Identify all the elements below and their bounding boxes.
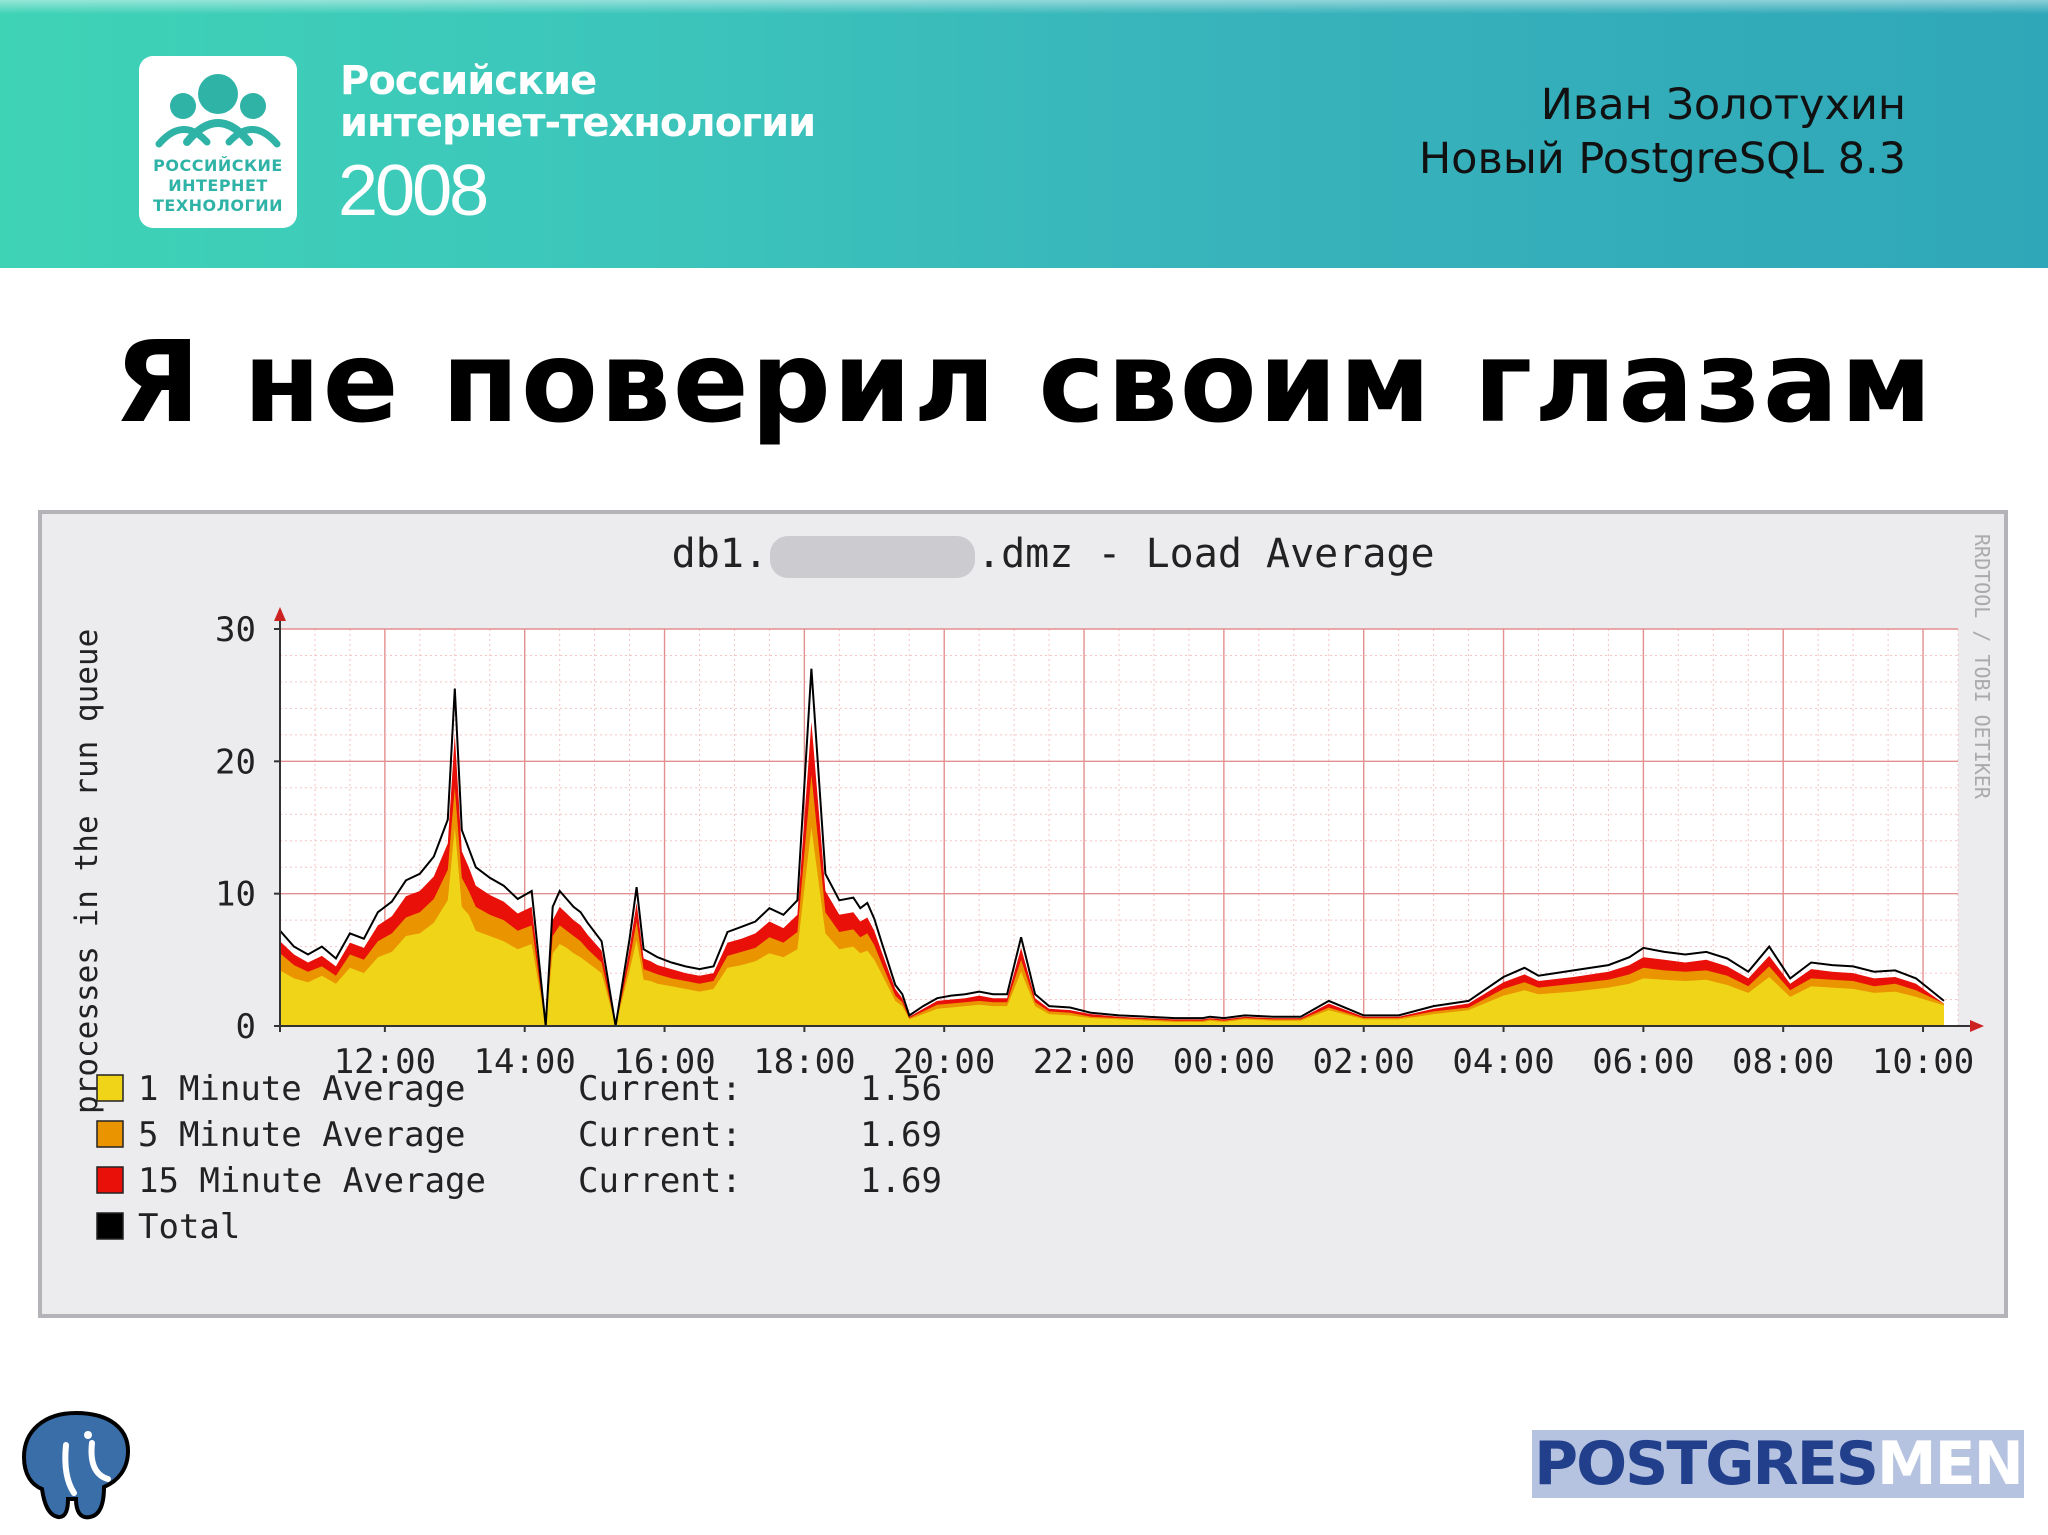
- x-tick-label: 04:00: [1452, 1042, 1554, 1082]
- legend-current-value: 1.56: [860, 1069, 942, 1109]
- legend-current-label: Current:: [578, 1069, 742, 1109]
- chart-legend: 1 Minute Average Current: 1.56 5 Minute Ave…: [96, 1069, 942, 1247]
- elephant-icon: [21, 1410, 131, 1520]
- legend-swatch: [96, 1120, 124, 1148]
- logo-text-line-3: ТЕХНОЛОГИИ: [152, 196, 284, 215]
- conference-name-line-1: Российские: [340, 58, 597, 104]
- legend-current-value: 1.69: [860, 1161, 942, 1201]
- x-tick-label: 20:00: [893, 1042, 995, 1082]
- x-tick-label: 18:00: [753, 1042, 855, 1082]
- chart-title-prefix: db1.: [672, 531, 768, 577]
- logo-text-line-1: РОССИЙСКИЕ: [153, 156, 283, 175]
- postgresmen-part-1: POSTGRES: [1534, 1429, 1879, 1499]
- conference-logo: РОССИЙСКИЕ ИНТЕРНЕТ ТЕХНОЛОГИИ: [139, 56, 297, 228]
- talk-title: Новый PostgreSQL 8.3: [1418, 134, 1906, 184]
- legend-current-value: 1.69: [860, 1115, 942, 1155]
- legend-current-label: Current:: [578, 1115, 742, 1155]
- postgresmen-logo: POSTGRESMEN: [1532, 1430, 2024, 1498]
- slide-title: Я не поверил своим глазам: [114, 318, 1934, 448]
- legend-series-name: 15 Minute Average: [138, 1161, 486, 1201]
- header-banner: РОССИЙСКИЕ ИНТЕРНЕТ ТЕХНОЛОГИИ Российски…: [0, 0, 2048, 268]
- header-shine: [0, 0, 2048, 14]
- legend-swatch: [96, 1074, 124, 1102]
- legend-swatch: [96, 1166, 124, 1194]
- legend-series-name: 5 Minute Average: [138, 1115, 466, 1155]
- series-1-minute-average-area: [280, 827, 1944, 1026]
- chart-title-suffix: .dmz - Load Average: [977, 531, 1435, 577]
- series-total-line: [279, 668, 1945, 1027]
- x-tick-label: 08:00: [1732, 1042, 1834, 1082]
- x-tick-label: 10:00: [1872, 1042, 1974, 1082]
- y-tick-label: 30: [215, 610, 256, 650]
- conference-name: Российские интернет-технологии: [340, 58, 816, 146]
- conference-year: 2008: [338, 151, 489, 231]
- x-axis-arrow-icon: [1970, 1020, 1984, 1032]
- chart-labels: db1. .dmz - Load Average processes in th…: [69, 531, 1994, 1114]
- legend-swatch: [96, 1212, 124, 1240]
- logo-text-line-2: ИНТЕРНЕТ: [168, 176, 268, 195]
- speaker-info: Иван Золотухин Новый PostgreSQL 8.3: [1419, 78, 1906, 186]
- people-logo-icon: [155, 74, 281, 148]
- redacted-hostname: [770, 536, 975, 578]
- legend-current-label: Current:: [578, 1161, 742, 1201]
- x-tick-label: 14:00: [474, 1042, 576, 1082]
- y-axis-label: processes in the run queue: [69, 629, 105, 1114]
- conference-name-line-2: интернет-технологии: [340, 100, 816, 146]
- y-tick-label: 10: [215, 875, 256, 915]
- chart-areas: [279, 668, 1945, 1027]
- x-tick-label: 00:00: [1173, 1042, 1275, 1082]
- y-axis-arrow-icon: [274, 607, 286, 621]
- chart-canvas: db1. .dmz - Load Average processes in th…: [69, 531, 1994, 1247]
- x-tick-label: 02:00: [1313, 1042, 1415, 1082]
- x-tick-label: 12:00: [334, 1042, 436, 1082]
- legend-series-name: 1 Minute Average: [138, 1069, 466, 1109]
- legend-series-name: Total: [138, 1207, 240, 1247]
- x-tick-label: 22:00: [1033, 1042, 1135, 1082]
- postgresmen-part-2: MEN: [1876, 1429, 2024, 1499]
- speaker-name: Иван Золотухин: [1540, 80, 1906, 130]
- x-tick-label: 06:00: [1592, 1042, 1694, 1082]
- postgresmen-logo-text: POSTGRESMEN: [1532, 1430, 2024, 1498]
- chart-axes: [274, 607, 1984, 1032]
- y-tick-label: 0: [236, 1007, 256, 1047]
- postgresql-elephant-logo: [16, 1405, 136, 1525]
- load-average-chart: db1. .dmz - Load Average processes in th…: [38, 510, 2008, 1318]
- x-tick-label: 16:00: [613, 1042, 715, 1082]
- rrdtool-watermark: RRDTOOL / TOBI OETIKER: [1970, 534, 1994, 800]
- y-tick-label: 20: [215, 742, 256, 782]
